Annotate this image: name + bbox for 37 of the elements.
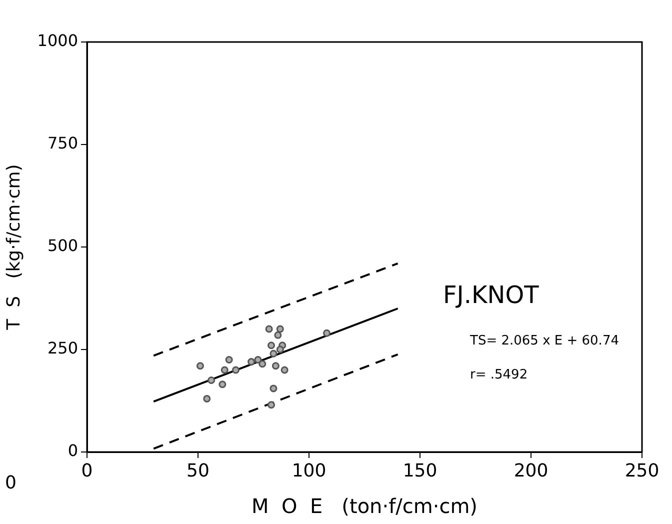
point <box>280 366 288 374</box>
point <box>272 362 280 370</box>
x-tick-label: 150 <box>402 460 438 482</box>
annotation: r= .5492 <box>470 367 528 382</box>
x-tick-label: 200 <box>514 460 548 482</box>
annotation: TS= 2.065 x E + 60.74 <box>469 333 619 348</box>
point <box>218 380 226 388</box>
point <box>196 362 204 370</box>
y-axis-title: T S (kg·f/cm·cm) <box>3 164 24 331</box>
point <box>274 331 282 339</box>
point <box>323 329 331 337</box>
point <box>276 346 284 354</box>
point <box>225 356 233 364</box>
point <box>268 401 276 409</box>
point <box>220 366 228 374</box>
point <box>276 325 284 333</box>
point <box>203 394 211 402</box>
y-tick-label: 250 <box>47 338 78 358</box>
point <box>258 360 266 368</box>
point <box>270 384 278 392</box>
point <box>254 356 262 364</box>
point <box>208 376 216 384</box>
x-tick-label: 0 <box>81 460 93 482</box>
y-tick-label: 0 <box>68 441 78 460</box>
point <box>265 325 273 333</box>
x-tick-label: 50 <box>186 460 210 482</box>
point <box>232 366 240 374</box>
x-tick-label: 100 <box>292 460 326 482</box>
y-tick-label: 750 <box>47 134 78 153</box>
point <box>270 350 278 358</box>
y-tick-label: 1000 <box>37 31 78 50</box>
x-tick-label: 250 <box>624 460 660 482</box>
y-tick-label: 500 <box>47 236 78 256</box>
x-axis-title: M O E (ton·f/cm·cm) <box>252 494 478 518</box>
point <box>268 342 276 350</box>
text: FJ.KNOT <box>443 281 540 310</box>
point <box>248 358 256 366</box>
